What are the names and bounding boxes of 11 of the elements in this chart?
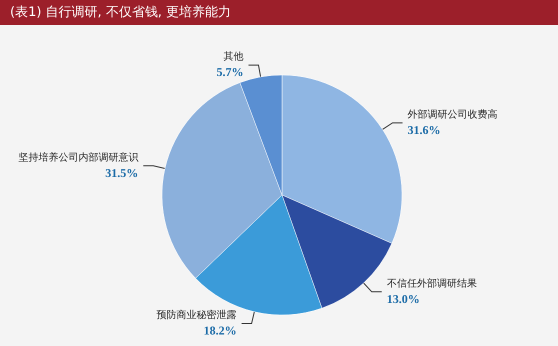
slice-label: 外部调研公司收费高 [408,108,498,120]
data-label: 18.2% [204,323,237,338]
slice-label: 其他 [223,50,244,63]
data-label: 13.0% [386,292,420,306]
slice-label: 不信任外部调研结果 [386,277,477,290]
data-label: 5.7% [216,65,244,80]
slice-label: 预防商业秘密泄露 [156,308,237,321]
data-label: 31.6% [408,122,441,137]
data-label: 31.5% [105,166,138,180]
slice-label: 坚持培养公司内部调研意识 [18,151,138,164]
chart-title: (表1) 自行调研, 不仅省钱, 更培养能力 [10,4,232,20]
